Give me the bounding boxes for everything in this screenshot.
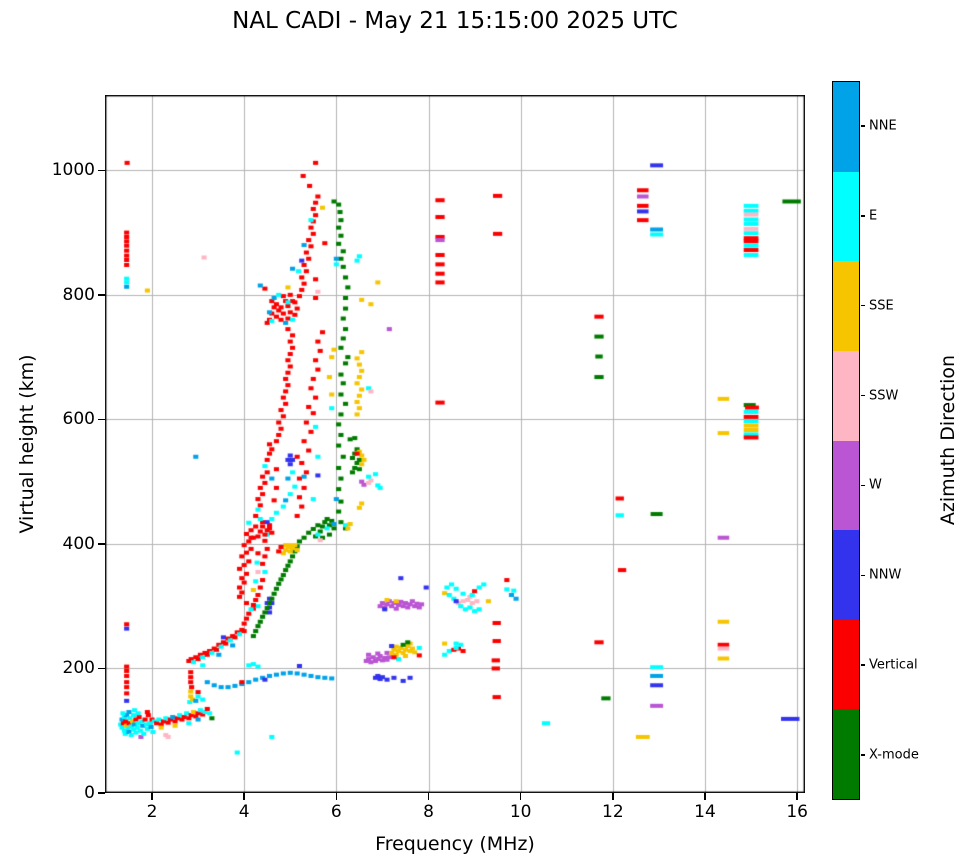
y-tick — [98, 792, 105, 794]
y-tick-label: 200 — [62, 658, 95, 679]
y-tick — [98, 169, 105, 172]
colorbar-tick — [861, 215, 865, 217]
colorbar-axis-label: Azimuth Direction — [937, 354, 959, 526]
colorbar-segment-w — [833, 440, 859, 531]
colorbar-category-label: W — [869, 477, 882, 493]
chart-title: NAL CADI - May 21 15:15:00 2025 UTC — [232, 8, 678, 34]
x-tick — [335, 793, 338, 800]
colorbar-tick — [861, 394, 865, 397]
y-tick-label: 400 — [62, 533, 95, 554]
x-tick-label: 4 — [238, 802, 250, 822]
x-tick-label: 14 — [694, 802, 716, 822]
colorbar-category-label: SSE — [869, 298, 894, 314]
colorbar-category-label: X-mode — [869, 747, 919, 763]
y-tick — [98, 667, 105, 670]
ionogram-plot-canvas — [105, 95, 805, 793]
x-tick-label: 8 — [423, 802, 434, 822]
colorbar-tick — [861, 484, 865, 487]
colorbar-segment-vertical — [833, 619, 859, 710]
colorbar-category-label: NNE — [869, 118, 897, 134]
colorbar-tick — [861, 574, 865, 576]
y-tick-label: 800 — [62, 284, 95, 305]
y-tick — [98, 543, 105, 545]
y-tick — [98, 294, 105, 296]
y-tick — [98, 418, 105, 421]
colorbar-category-label: SSW — [869, 388, 899, 404]
colorbar-category-label: NNW — [869, 567, 902, 583]
x-tick — [243, 793, 245, 800]
y-axis-label: Virtual height (km) — [16, 354, 38, 534]
x-tick-label: 2 — [146, 802, 158, 822]
x-tick — [796, 793, 798, 800]
colorbar-tick — [861, 754, 865, 756]
colorbar-segment-e — [833, 171, 859, 262]
x-tick — [704, 793, 706, 800]
y-tick-label: 600 — [62, 409, 95, 430]
colorbar-category-label: Vertical — [869, 657, 918, 673]
colorbar-tick — [861, 125, 865, 127]
x-tick-label: 10 — [509, 802, 532, 822]
colorbar-segment-ssw — [833, 350, 859, 441]
colorbar-segment-nnw — [833, 530, 859, 620]
x-tick-label: 6 — [330, 802, 342, 822]
colorbar-segment-sse — [833, 261, 859, 351]
colorbar-tick — [861, 304, 865, 307]
colorbar-tick — [861, 664, 865, 666]
x-tick — [612, 793, 614, 800]
x-tick — [427, 793, 430, 800]
y-tick-label: 1000 — [51, 160, 95, 181]
x-tick — [151, 793, 153, 800]
y-tick-label: 0 — [84, 783, 95, 803]
x-axis-label: Frequency (MHz) — [375, 833, 535, 855]
colorbar-segment-nne — [833, 82, 859, 172]
x-tick-label: 16 — [786, 802, 808, 822]
x-tick-label: 12 — [602, 802, 624, 822]
x-tick — [519, 793, 522, 800]
colorbar-segment-x-mode — [833, 709, 859, 799]
colorbar — [832, 81, 860, 800]
colorbar-category-label: E — [869, 208, 878, 224]
